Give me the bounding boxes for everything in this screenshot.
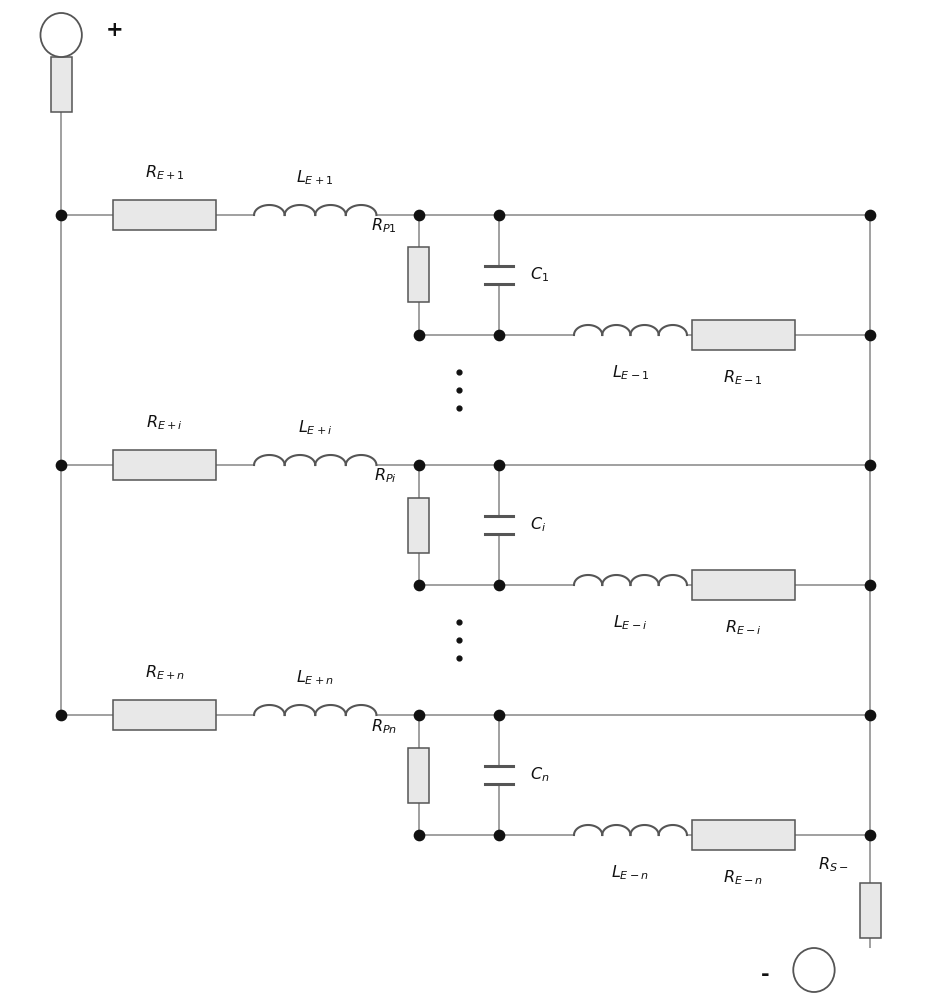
- FancyBboxPatch shape: [113, 700, 216, 730]
- Text: $L_{E+n}$: $L_{E+n}$: [296, 668, 334, 687]
- Text: $L_{E-1}$: $L_{E-1}$: [612, 363, 649, 382]
- Text: $C_{1}$: $C_{1}$: [530, 266, 549, 284]
- Point: [863, 827, 878, 843]
- Text: $R_{E-n}$: $R_{E-n}$: [724, 868, 763, 887]
- Text: $R_{E-i}$: $R_{E-i}$: [725, 618, 762, 637]
- FancyBboxPatch shape: [408, 498, 429, 552]
- Point: [491, 207, 506, 223]
- Text: $L_{E-i}$: $L_{E-i}$: [614, 613, 647, 632]
- FancyBboxPatch shape: [692, 570, 795, 600]
- Point: [452, 614, 467, 630]
- FancyBboxPatch shape: [692, 320, 795, 350]
- Point: [452, 650, 467, 666]
- Text: $L_{E-n}$: $L_{E-n}$: [612, 863, 649, 882]
- FancyBboxPatch shape: [113, 450, 216, 480]
- Text: $C_{n}$: $C_{n}$: [530, 766, 550, 784]
- Point: [411, 707, 426, 723]
- Text: $L_{E+1}$: $L_{E+1}$: [296, 168, 334, 187]
- Point: [491, 577, 506, 593]
- Point: [863, 707, 878, 723]
- Point: [491, 327, 506, 343]
- Point: [452, 382, 467, 398]
- Text: $R_{E+i}$: $R_{E+i}$: [146, 413, 183, 432]
- Point: [452, 364, 467, 380]
- Point: [411, 577, 426, 593]
- Text: +: +: [105, 20, 123, 40]
- Point: [491, 457, 506, 473]
- Circle shape: [40, 13, 82, 57]
- Point: [411, 207, 426, 223]
- Text: $R_{E+1}$: $R_{E+1}$: [145, 163, 184, 182]
- Point: [863, 577, 878, 593]
- Point: [54, 707, 69, 723]
- Text: -: -: [761, 965, 770, 985]
- Text: $R_{P1}$: $R_{P1}$: [372, 217, 397, 235]
- Point: [411, 457, 426, 473]
- Text: $R_{S-}$: $R_{S-}$: [819, 856, 849, 874]
- Text: $R_{Pn}$: $R_{Pn}$: [371, 717, 397, 736]
- Point: [411, 827, 426, 843]
- FancyBboxPatch shape: [408, 748, 429, 802]
- FancyBboxPatch shape: [113, 200, 216, 230]
- Point: [863, 457, 878, 473]
- Point: [863, 207, 878, 223]
- Point: [452, 632, 467, 648]
- FancyBboxPatch shape: [408, 247, 429, 302]
- Text: $C_{i}$: $C_{i}$: [530, 516, 546, 534]
- Text: $R_{E+n}$: $R_{E+n}$: [145, 663, 184, 682]
- Text: $R_{E-1}$: $R_{E-1}$: [724, 368, 763, 387]
- Point: [491, 707, 506, 723]
- Text: $R_{Pi}$: $R_{Pi}$: [375, 467, 397, 486]
- FancyBboxPatch shape: [692, 820, 795, 850]
- Point: [54, 457, 69, 473]
- Circle shape: [793, 948, 835, 992]
- Point: [452, 400, 467, 416]
- Point: [411, 327, 426, 343]
- Text: $L_{E+i}$: $L_{E+i}$: [298, 418, 332, 437]
- Point: [863, 327, 878, 343]
- FancyBboxPatch shape: [51, 57, 72, 112]
- Point: [491, 827, 506, 843]
- Point: [54, 207, 69, 223]
- FancyBboxPatch shape: [860, 882, 881, 938]
